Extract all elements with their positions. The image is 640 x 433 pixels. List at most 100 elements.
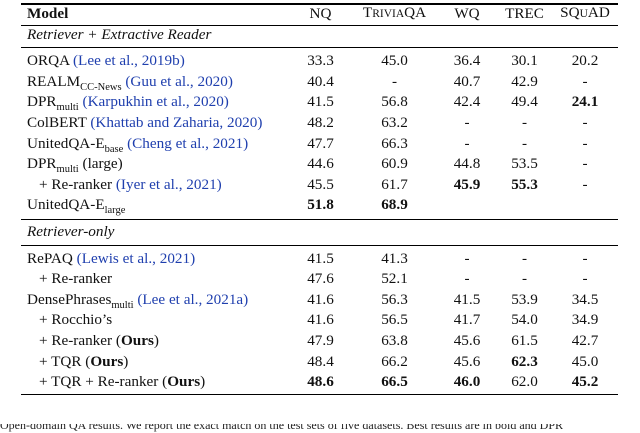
table-row: UnitedQA-Elarge 51.8 68.9 xyxy=(21,195,618,216)
score-triviaqa: 56.5 xyxy=(381,311,408,329)
score-wq: 45.6 xyxy=(453,331,481,349)
model-name: + TQR xyxy=(39,352,82,370)
score-triviaqa: 66.5 xyxy=(381,373,408,391)
model-name: UnitedQA-E xyxy=(27,134,105,152)
citation-link[interactable]: (Cheng et al., 2021) xyxy=(127,134,249,152)
score-squad: - xyxy=(582,155,588,173)
score-nq: 47.7 xyxy=(307,134,334,152)
model-name-cell: + TQR (Ours) xyxy=(39,352,129,370)
score-triviaqa: 56.8 xyxy=(381,93,408,111)
score-wq: 41.5 xyxy=(453,290,481,308)
score-trec xyxy=(497,195,552,216)
citation-link[interactable]: (Khattab and Zaharia, 2020) xyxy=(90,113,263,131)
table-row: REALMCC-News (Guu et al., 2020) 40.4 - 40.7… xyxy=(21,72,618,93)
score-squad: 20.2 xyxy=(571,52,599,70)
score-triviaqa: 63.8 xyxy=(381,331,408,349)
header-rule xyxy=(21,24,618,26)
score-squad: 45.2 xyxy=(571,373,599,391)
model-name: ORQA xyxy=(27,52,70,70)
header-triviaqa: TRIVIAQA xyxy=(362,4,427,21)
score-trec: 53.9 xyxy=(511,290,538,308)
citation-link[interactable]: (Guu et al., 2020) xyxy=(125,72,233,90)
model-subscript: multi xyxy=(56,102,79,114)
score-trec: 55.3 xyxy=(511,175,538,193)
header-trec: TREC xyxy=(505,4,544,22)
table-row: DPRmulti (Karpukhin et al., 2020) 41.5 56.… xyxy=(21,92,618,113)
score-squad: - xyxy=(582,270,588,288)
score-triviaqa: 45.0 xyxy=(381,52,408,70)
ours-label: Ours xyxy=(90,352,124,370)
section-title-row: Retriever + Extractive Reader xyxy=(21,25,618,46)
table-row: + Rocchio’s 41.6 56.5 41.7 54.0 34.9 xyxy=(21,310,618,331)
score-triviaqa: 52.1 xyxy=(381,270,408,288)
citation-link[interactable]: (Iyer et al., 2021) xyxy=(115,175,222,193)
score-trec: - xyxy=(521,134,528,152)
table-row: + Re-ranker (Ours) 47.9 63.8 45.6 61.5 42.7 xyxy=(21,331,618,352)
score-wq: 45.9 xyxy=(453,175,481,193)
header-row: Model NQ TRIVIAQA WQ TREC SQUAD xyxy=(21,3,618,25)
score-wq: - xyxy=(464,134,470,152)
score-wq: 42.4 xyxy=(453,93,481,111)
score-squad: 42.7 xyxy=(571,331,599,349)
score-squad xyxy=(552,195,618,216)
section-title: Retriever + Extractive Reader xyxy=(27,25,212,43)
score-nq: 33.3 xyxy=(307,52,334,70)
model-name: + Re-ranker xyxy=(39,331,113,349)
score-wq: 40.7 xyxy=(453,72,481,90)
score-triviaqa: 61.7 xyxy=(381,175,408,193)
top-rule xyxy=(21,3,618,5)
score-trec: - xyxy=(521,249,528,267)
score-squad: - xyxy=(582,134,588,152)
table-row: + Re-ranker 47.6 52.1 - - - xyxy=(21,269,618,290)
score-squad: 34.5 xyxy=(571,290,599,308)
model-subscript: base xyxy=(104,143,124,155)
table-row: + TQR + Re-ranker (Ours) 48.6 66.5 46.0 62.0… xyxy=(21,372,618,393)
table-row: ORQA (Lee et al., 2019b) 33.3 45.0 36.4 30.1… xyxy=(21,51,618,72)
score-trec: 54.0 xyxy=(511,311,538,329)
score-nq: 47.6 xyxy=(307,270,334,288)
model-name: + Re-ranker xyxy=(39,270,113,288)
table-row: + TQR (Ours) 48.4 66.2 45.6 62.3 45.0 xyxy=(21,352,618,373)
score-triviaqa: - xyxy=(391,72,398,90)
citation-link[interactable]: (Lee et al., 2021a) xyxy=(137,290,249,308)
model-name-cell: DPRmulti (Karpukhin et al., 2020) xyxy=(21,92,289,113)
table-row: DPRmulti (large) 44.6 60.9 44.8 53.5 - xyxy=(21,154,618,175)
model-name-cell: UnitedQA-Ebase (Cheng et al., 2021) xyxy=(21,134,289,155)
citation-link[interactable]: (Lee et al., 2019b) xyxy=(73,52,185,70)
score-wq: 36.4 xyxy=(453,52,481,70)
table-caption: Open-domain QA results. We report the ex… xyxy=(0,424,564,432)
score-nq: 45.5 xyxy=(307,175,334,193)
score-triviaqa: 68.9 xyxy=(381,196,408,214)
model-name-cell: ORQA (Lee et al., 2019b) xyxy=(21,51,289,72)
score-nq: 47.9 xyxy=(307,331,334,349)
score-triviaqa: 66.3 xyxy=(381,134,408,152)
model-name-cell: RePAQ (Lewis et al., 2021) xyxy=(21,249,289,270)
model-name: + Rocchio’s xyxy=(39,311,113,329)
model-subscript: multi xyxy=(56,164,79,176)
score-nq: 51.8 xyxy=(307,196,334,214)
model-name: DPR xyxy=(27,93,57,111)
section-rule xyxy=(21,47,618,49)
citation-link[interactable]: (Lewis et al., 2021) xyxy=(76,249,196,267)
model-name-cell: + Re-ranker (Iyer et al., 2021) xyxy=(21,175,289,196)
citation-link[interactable]: (Karpukhin et al., 2020) xyxy=(82,93,229,111)
section-title: Retriever-only xyxy=(27,222,115,240)
score-triviaqa: 56.3 xyxy=(381,290,408,308)
score-squad: 45.0 xyxy=(571,352,599,370)
table-row: UnitedQA-Ebase (Cheng et al., 2021) 47.7 6… xyxy=(21,134,618,155)
score-nq: 48.4 xyxy=(307,352,334,370)
score-wq xyxy=(437,195,497,216)
model-name: + Re-ranker xyxy=(39,175,113,193)
bottom-rule xyxy=(21,393,618,396)
score-wq: 44.8 xyxy=(453,155,481,173)
score-nq: 41.5 xyxy=(307,93,334,111)
score-trec: 42.9 xyxy=(511,72,538,90)
model-name: DPR xyxy=(27,155,57,173)
table-body: Retriever + Extractive Reader ORQA (Lee e… xyxy=(21,25,618,393)
score-nq: 48.2 xyxy=(307,113,334,131)
header-squad: SQUAD xyxy=(560,4,610,21)
score-nq: 41.6 xyxy=(307,311,334,329)
score-trec: 62.3 xyxy=(511,352,538,370)
score-squad: 24.1 xyxy=(571,93,599,111)
header-nq: NQ xyxy=(309,4,332,22)
